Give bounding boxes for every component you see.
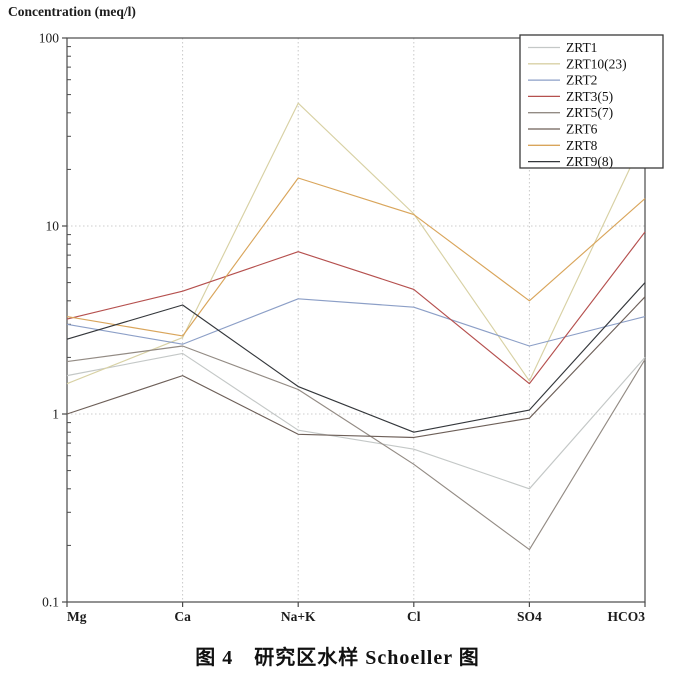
y-axis-tick-label: 1 [52, 407, 59, 422]
x-axis-label-cl: Cl [407, 609, 421, 624]
series-line-zrt1023 [66, 102, 646, 385]
legend-label: ZRT10(23) [566, 56, 627, 71]
plot-frame [66, 37, 646, 603]
figure-caption: 图 4 研究区水样 Schoeller 图 [195, 647, 480, 669]
y-axis-tick-label: 10 [46, 219, 60, 234]
series-line-zrt35 [66, 231, 646, 385]
series-line-zrt6 [66, 296, 646, 439]
x-axis-label-mg: Mg [67, 609, 87, 624]
series-line-zrt8 [66, 177, 646, 337]
series-line-zrt98 [66, 282, 646, 433]
x-axis-label-ca: Ca [174, 609, 191, 624]
y-axis-title: Concentration (meq/l) [8, 4, 136, 19]
x-axis-label-hco3: HCO3 [607, 609, 645, 624]
y-axis-tick-label: 0.1 [42, 595, 59, 610]
legend-label: ZRT3(5) [566, 89, 613, 104]
legend-label: ZRT9(8) [566, 154, 613, 169]
legend-label: ZRT5(7) [566, 105, 613, 120]
x-axis-label-so4: SO4 [517, 609, 542, 624]
legend-label: ZRT2 [566, 73, 597, 88]
y-axis-tick-label: 100 [39, 31, 60, 46]
legend-label: ZRT6 [566, 122, 598, 137]
series-line-zrt2 [66, 298, 646, 347]
x-axis-label-nak: Na+K [281, 609, 316, 624]
series-line-zrt57 [66, 345, 646, 551]
series-line-zrt1 [66, 352, 646, 490]
legend-label: ZRT8 [566, 138, 598, 153]
legend-label: ZRT1 [566, 40, 597, 55]
